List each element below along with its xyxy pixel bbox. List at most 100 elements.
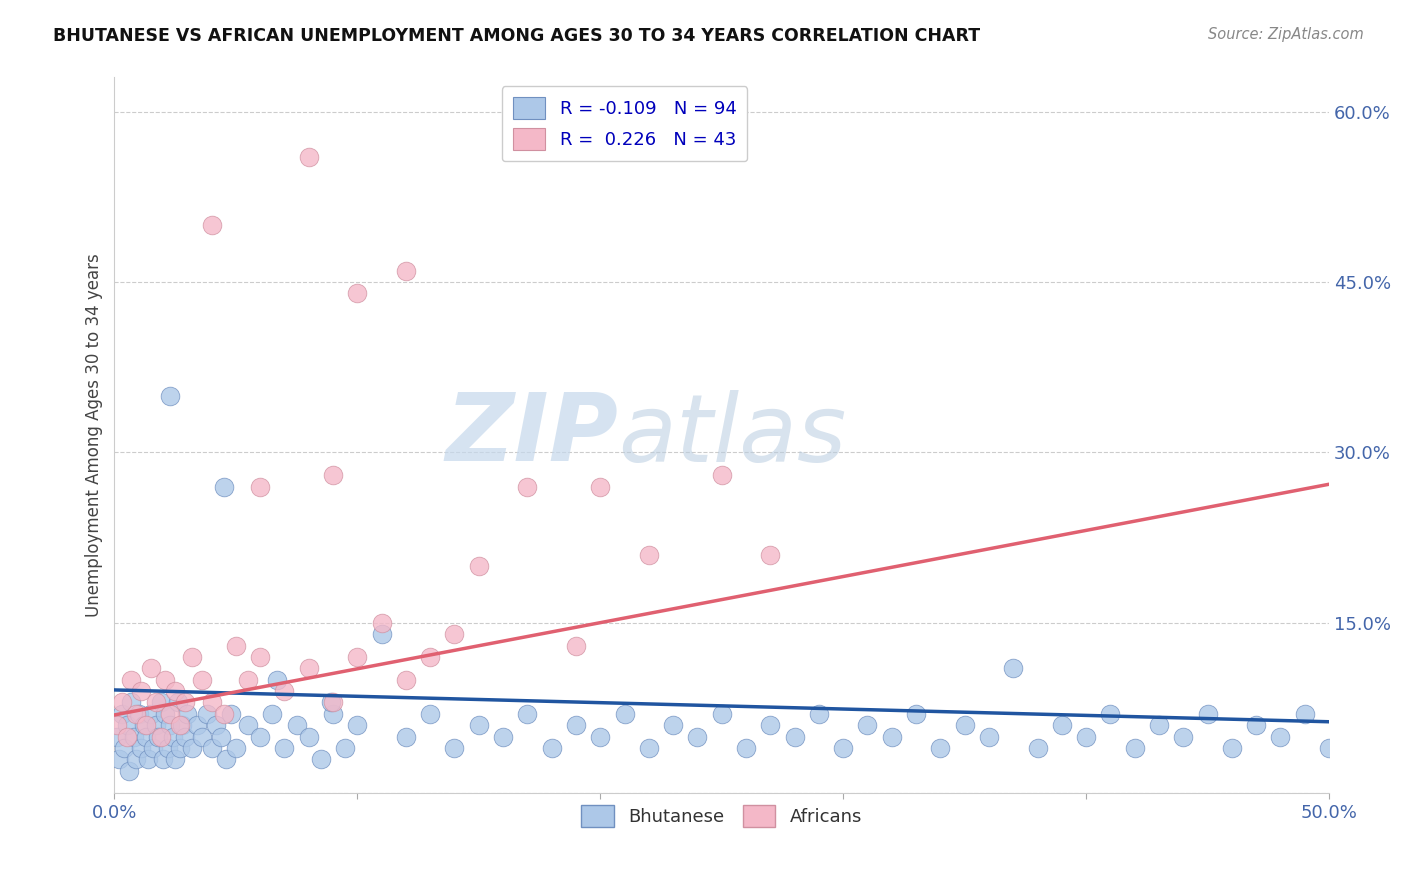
Point	[165, 752, 187, 766]
Point	[1197, 706, 1219, 721]
Point	[125, 752, 148, 766]
Point	[155, 706, 177, 721]
Point	[169, 740, 191, 755]
Text: Source: ZipAtlas.com: Source: ZipAtlas.com	[1208, 27, 1364, 42]
Point	[236, 718, 259, 732]
Point	[395, 730, 418, 744]
Point	[1270, 730, 1292, 744]
Text: ZIP: ZIP	[446, 390, 619, 482]
Point	[540, 740, 562, 755]
Point	[977, 730, 1000, 744]
Point	[105, 730, 128, 744]
Point	[1173, 730, 1195, 744]
Point	[145, 695, 167, 709]
Point	[759, 718, 782, 732]
Point	[132, 718, 155, 732]
Point	[298, 730, 321, 744]
Point	[191, 730, 214, 744]
Point	[335, 740, 357, 755]
Point	[225, 740, 247, 755]
Point	[112, 740, 135, 755]
Point	[195, 706, 218, 721]
Point	[266, 673, 288, 687]
Point	[191, 673, 214, 687]
Point	[120, 673, 142, 687]
Point	[589, 479, 612, 493]
Point	[322, 468, 344, 483]
Point	[929, 740, 952, 755]
Point	[1244, 718, 1267, 732]
Point	[468, 718, 491, 732]
Point	[443, 627, 465, 641]
Point	[236, 673, 259, 687]
Point	[637, 740, 659, 755]
Point	[139, 706, 162, 721]
Point	[166, 695, 188, 709]
Point	[516, 706, 538, 721]
Point	[856, 718, 879, 732]
Point	[492, 730, 515, 744]
Point	[118, 764, 141, 778]
Point	[209, 730, 232, 744]
Point	[105, 718, 128, 732]
Point	[1026, 740, 1049, 755]
Point	[1220, 740, 1243, 755]
Point	[395, 263, 418, 277]
Point	[285, 718, 308, 732]
Point	[565, 718, 588, 732]
Point	[710, 706, 733, 721]
Point	[115, 730, 138, 744]
Point	[159, 718, 181, 732]
Point	[565, 639, 588, 653]
Point	[346, 650, 368, 665]
Point	[249, 650, 271, 665]
Point	[169, 718, 191, 732]
Point	[225, 639, 247, 653]
Point	[165, 684, 187, 698]
Point	[637, 548, 659, 562]
Point	[125, 706, 148, 721]
Point	[108, 752, 131, 766]
Text: BHUTANESE VS AFRICAN UNEMPLOYMENT AMONG AGES 30 TO 34 YEARS CORRELATION CHART: BHUTANESE VS AFRICAN UNEMPLOYMENT AMONG …	[53, 27, 980, 45]
Point	[215, 752, 238, 766]
Point	[120, 695, 142, 709]
Point	[200, 695, 222, 709]
Point	[152, 752, 174, 766]
Point	[832, 740, 855, 755]
Point	[176, 706, 198, 721]
Point	[783, 730, 806, 744]
Text: atlas: atlas	[619, 390, 846, 481]
Point	[309, 752, 332, 766]
Point	[953, 718, 976, 732]
Point	[1002, 661, 1025, 675]
Point	[138, 752, 160, 766]
Point	[219, 706, 242, 721]
Point	[1099, 706, 1122, 721]
Point	[686, 730, 709, 744]
Point	[173, 730, 195, 744]
Point	[205, 718, 228, 732]
Point	[149, 695, 172, 709]
Point	[613, 706, 636, 721]
Point	[181, 740, 204, 755]
Point	[419, 650, 441, 665]
Point	[128, 706, 150, 721]
Point	[880, 730, 903, 744]
Point	[142, 740, 165, 755]
Point	[135, 730, 157, 744]
Point	[322, 695, 344, 709]
Point	[322, 706, 344, 721]
Point	[395, 673, 418, 687]
Point	[346, 286, 368, 301]
Point	[129, 740, 152, 755]
Point	[173, 695, 195, 709]
Point	[159, 706, 181, 721]
Point	[159, 389, 181, 403]
Point	[662, 718, 685, 732]
Point	[186, 718, 208, 732]
Point	[249, 479, 271, 493]
Point	[1294, 706, 1316, 721]
Point	[172, 718, 194, 732]
Point	[135, 718, 157, 732]
Point	[273, 684, 295, 698]
